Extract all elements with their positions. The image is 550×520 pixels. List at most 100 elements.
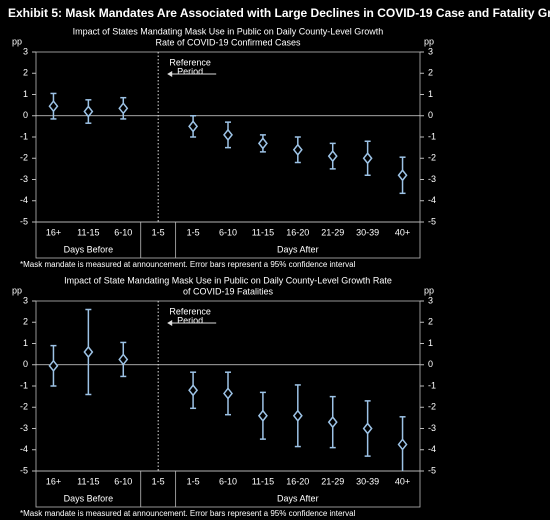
y-tick-label: 3 [23, 295, 28, 305]
y2-tick-label: 3 [428, 295, 433, 305]
y2-tick-label: 0 [428, 110, 433, 120]
y-axis-label: pp [12, 285, 22, 295]
point [257, 137, 268, 150]
group-label: Days Before [64, 493, 114, 503]
y2-axis-label: pp [424, 36, 434, 46]
y2-tick-label: -1 [428, 380, 436, 390]
y-axis-label: pp [12, 36, 22, 46]
x-tick-label: 1-5 [152, 476, 165, 486]
y2-tick-label: 1 [428, 89, 433, 99]
point [48, 359, 59, 373]
footnote: *Mask mandate is measured at announcemen… [20, 260, 356, 269]
y2-tick-label: -1 [428, 131, 436, 141]
x-tick-label: 30-39 [356, 476, 379, 486]
y2-tick-label: -3 [428, 423, 436, 433]
y-tick-label: -5 [20, 216, 28, 226]
y2-tick-label: -2 [428, 153, 436, 163]
y2-tick-label: -2 [428, 402, 436, 412]
x-tick-label: 1-5 [187, 227, 200, 237]
point [327, 415, 338, 429]
y2-tick-label: -5 [428, 465, 436, 475]
x-tick-label: 16+ [46, 476, 61, 486]
x-tick-label: 16-20 [286, 476, 309, 486]
y-tick-label: 2 [23, 317, 28, 327]
chart-title: Impact of States Mandating Mask Use in P… [73, 26, 384, 36]
x-tick-label: 6-10 [114, 227, 132, 237]
point [327, 149, 338, 163]
y2-tick-label: 2 [428, 68, 433, 78]
chart-title: Rate of COVID-19 Confirmed Cases [155, 37, 301, 47]
group-label: Days After [277, 244, 319, 254]
page-title: Exhibit 5: Mask Mandates Are Associated … [8, 6, 550, 20]
point [223, 128, 233, 142]
group-label: Days Before [64, 244, 114, 254]
x-tick-label: 40+ [395, 227, 410, 237]
point [188, 384, 199, 397]
y-tick-label: 2 [23, 68, 28, 78]
y2-tick-label: 3 [428, 46, 433, 56]
y2-tick-label: -4 [428, 195, 436, 205]
point [83, 105, 94, 118]
x-tick-label: 21-29 [321, 476, 344, 486]
x-tick-label: 11-15 [252, 476, 274, 486]
x-tick-label: 16-20 [286, 227, 309, 237]
point [118, 102, 129, 115]
annotation: Reference [169, 306, 211, 316]
point [257, 409, 268, 422]
y2-tick-label: 1 [428, 338, 433, 348]
y2-tick-label: -5 [428, 216, 436, 226]
y-tick-label: -3 [20, 174, 28, 184]
y-tick-label: -5 [20, 465, 28, 475]
chart-title: of COVID-19 Fatalities [183, 286, 274, 296]
point [292, 143, 303, 156]
category-box [35, 221, 421, 259]
annotation-arrowhead [167, 320, 173, 326]
point [118, 353, 129, 366]
y-tick-label: -3 [20, 423, 28, 433]
x-tick-label: 6-10 [114, 476, 132, 486]
x-tick-label: 11-15 [77, 227, 99, 237]
footnote: *Mask mandate is measured at announcemen… [20, 509, 356, 518]
y-tick-label: 3 [23, 46, 28, 56]
y-tick-label: -2 [20, 153, 28, 163]
y2-tick-label: 0 [428, 359, 433, 369]
y-tick-label: -1 [20, 380, 28, 390]
y-tick-label: 1 [23, 89, 28, 99]
x-tick-label: 6-10 [219, 227, 237, 237]
y2-tick-label: -4 [428, 444, 436, 454]
y-tick-label: -4 [20, 195, 28, 205]
x-tick-label: 40+ [395, 476, 410, 486]
x-tick-label: 30-39 [356, 227, 379, 237]
point [188, 120, 199, 133]
group-label: Days After [277, 493, 319, 503]
point [83, 345, 94, 359]
y2-tick-label: 2 [428, 317, 433, 327]
y2-axis-label: pp [424, 285, 434, 295]
point [223, 387, 233, 400]
chart-title: Impact of State Mandating Mask Use in Pu… [64, 275, 392, 285]
x-tick-label: 1-5 [152, 227, 165, 237]
y-tick-label: 1 [23, 338, 28, 348]
y-tick-label: -4 [20, 444, 28, 454]
category-box [35, 470, 421, 508]
y-tick-label: 0 [23, 359, 28, 369]
y-tick-label: -2 [20, 402, 28, 412]
point [397, 169, 408, 182]
x-tick-label: 1-5 [187, 476, 200, 486]
x-tick-label: 16+ [46, 227, 61, 237]
y-tick-label: -1 [20, 131, 28, 141]
annotation: Period [177, 66, 203, 76]
annotation: Reference [169, 57, 211, 67]
point [362, 152, 373, 165]
y-tick-label: 0 [23, 110, 28, 120]
point [397, 438, 408, 451]
x-tick-label: 21-29 [321, 227, 344, 237]
point [292, 409, 303, 422]
x-tick-label: 11-15 [77, 476, 99, 486]
annotation-arrowhead [167, 71, 173, 77]
point [362, 422, 373, 435]
x-tick-label: 6-10 [219, 476, 237, 486]
point [48, 99, 59, 113]
y2-tick-label: -3 [428, 174, 436, 184]
